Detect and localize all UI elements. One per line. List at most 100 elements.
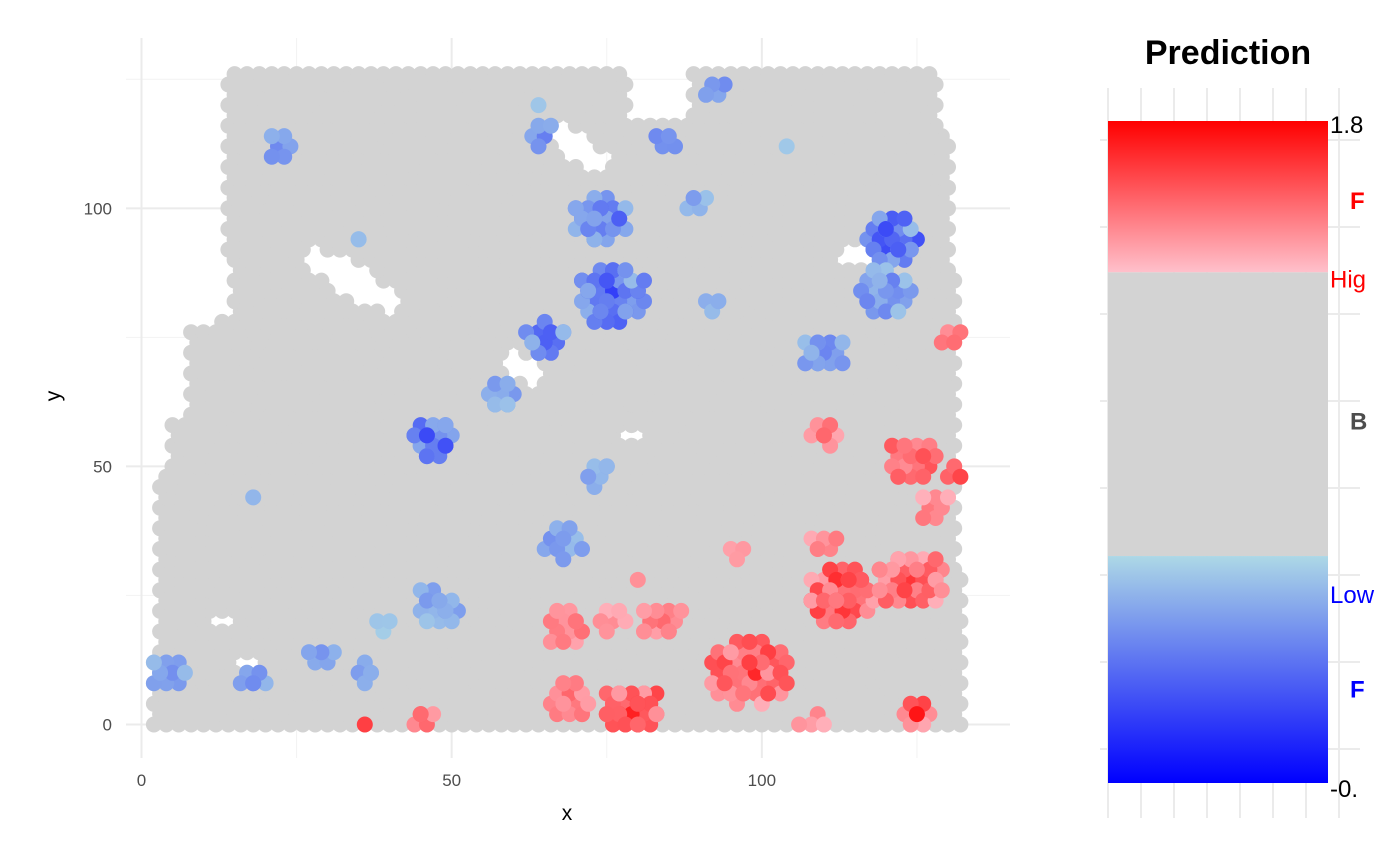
low-prediction-spot	[524, 334, 541, 351]
low-prediction-spot	[555, 530, 572, 547]
low-prediction-spot	[530, 97, 547, 114]
low-prediction-spot	[350, 231, 367, 248]
high-prediction-spot	[412, 706, 429, 723]
high-prediction-spot	[940, 489, 956, 506]
background-spot	[567, 159, 584, 175]
colorbar-low-segment	[1108, 556, 1328, 783]
low-prediction-spot	[834, 334, 851, 351]
x-tick-label: 50	[442, 771, 461, 790]
background-spot	[195, 324, 212, 341]
y-tick-label: 100	[84, 199, 112, 218]
background-spot	[611, 66, 628, 83]
background-spot	[369, 303, 386, 320]
low-prediction-spot	[617, 262, 634, 279]
colorbar-max-label: 1.8	[1330, 112, 1363, 139]
high-prediction-spot	[722, 644, 739, 661]
legend-title: Prediction	[1145, 34, 1311, 72]
high-prediction-spot	[741, 654, 758, 671]
high-prediction-spot	[896, 437, 913, 454]
legend-label-low: Low	[1330, 582, 1375, 609]
high-prediction-spot	[871, 582, 888, 599]
low-prediction-spot	[834, 355, 851, 372]
low-prediction-spot	[245, 675, 262, 692]
high-prediction-spot	[933, 582, 950, 599]
background-spot	[586, 169, 603, 186]
background-spot	[840, 262, 857, 279]
low-prediction-spot	[263, 128, 280, 145]
low-prediction-spot	[871, 272, 888, 289]
low-prediction-spot	[431, 592, 448, 609]
high-prediction-spot	[636, 623, 652, 640]
low-prediction-spot	[499, 375, 516, 392]
high-prediction-spot	[815, 716, 832, 733]
high-prediction-spot	[629, 695, 646, 712]
high-prediction-spot	[741, 633, 758, 650]
low-prediction-spot	[586, 210, 603, 227]
low-prediction-spot	[555, 324, 572, 341]
high-prediction-spot	[760, 685, 777, 702]
low-prediction-spot	[176, 664, 193, 681]
low-prediction-spot	[580, 282, 597, 299]
low-prediction-spot	[710, 293, 727, 310]
legend-label-high: Hig	[1330, 267, 1366, 294]
low-prediction-spot	[418, 427, 435, 444]
low-prediction-spot	[890, 303, 907, 320]
colorbar-mid-segment	[1108, 272, 1328, 557]
low-prediction-spot	[611, 210, 628, 227]
low-prediction-spot	[598, 458, 615, 475]
background-spot	[623, 437, 640, 454]
low-prediction-spot	[363, 664, 379, 681]
high-prediction-spot	[791, 716, 808, 733]
legend-label-strong-low: F	[1350, 676, 1365, 703]
x-axis-title: x	[562, 802, 573, 825]
low-prediction-spot	[499, 396, 516, 413]
background-spot	[338, 293, 355, 310]
high-prediction-spot	[908, 706, 925, 723]
low-prediction-spot	[598, 272, 615, 289]
high-prediction-spot	[580, 695, 597, 712]
background-spot	[214, 623, 231, 640]
high-prediction-spot	[915, 468, 932, 485]
low-prediction-spot	[617, 303, 634, 320]
high-prediction-spot	[908, 561, 925, 578]
high-prediction-spot	[778, 675, 795, 692]
legend: Prediction 1.8 -0. F Hig B Low F	[1100, 34, 1375, 818]
low-prediction-spot	[660, 128, 677, 145]
high-prediction-spot	[673, 602, 690, 619]
low-prediction-spot	[698, 86, 714, 103]
colorbar-high-segment	[1108, 121, 1328, 273]
background-spot	[183, 324, 200, 341]
high-prediction-spot	[815, 427, 832, 444]
high-prediction-spot	[729, 551, 745, 568]
high-prediction-spot	[809, 541, 826, 557]
low-prediction-spot	[245, 489, 262, 506]
high-prediction-spot	[828, 592, 845, 609]
low-prediction-spot	[685, 190, 702, 206]
low-prediction-spot	[418, 613, 435, 630]
y-tick-label: 0	[103, 715, 112, 734]
high-prediction-spot	[611, 602, 628, 619]
low-prediction-spot	[877, 221, 894, 237]
high-prediction-spot	[356, 716, 373, 733]
low-prediction-spot	[301, 644, 317, 661]
low-prediction-spot	[567, 200, 584, 217]
background-spot	[356, 303, 373, 320]
background-spot	[313, 272, 330, 289]
high-prediction-spot	[946, 334, 963, 351]
low-prediction-spot	[778, 138, 795, 155]
low-prediction-spot	[437, 437, 454, 454]
high-prediction-spot	[629, 571, 646, 588]
high-prediction-spot	[840, 571, 857, 588]
low-prediction-spot	[381, 613, 398, 630]
high-prediction-spot	[927, 551, 944, 568]
low-prediction-spot	[592, 303, 609, 320]
high-prediction-spot	[915, 448, 932, 465]
high-prediction-spot	[555, 675, 572, 692]
high-prediction-spot	[549, 602, 566, 619]
low-prediction-spot	[803, 344, 820, 361]
high-prediction-spot	[890, 468, 907, 485]
low-prediction-spot	[574, 541, 590, 557]
colorbar-min-label: -0.	[1330, 776, 1358, 803]
high-prediction-spot	[567, 613, 584, 630]
